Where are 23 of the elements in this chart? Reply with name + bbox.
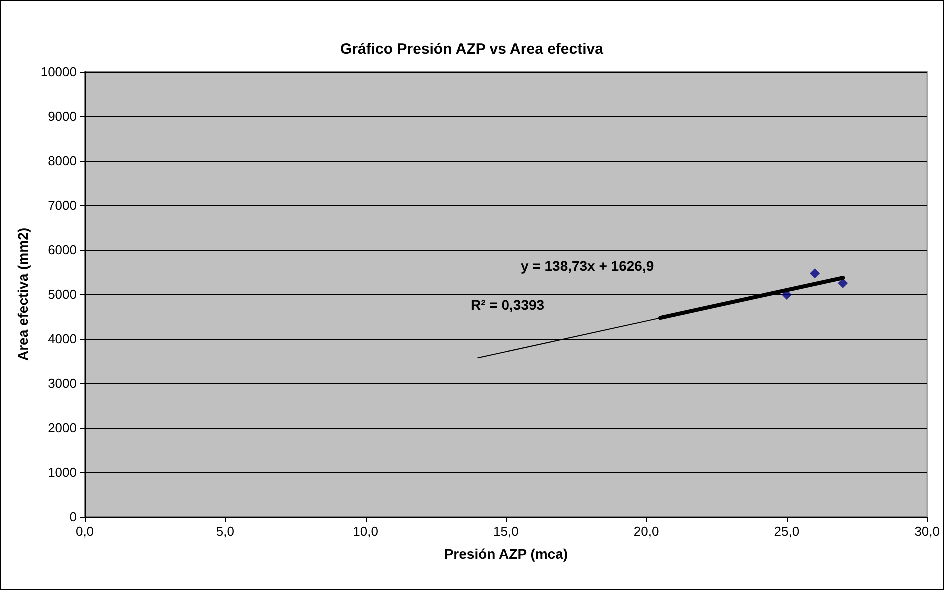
x-tick-label: 10,0 [353, 524, 378, 539]
y-tick-label: 3000 [48, 376, 77, 391]
chart-title: Gráfico Presión AZP vs Area efectiva [340, 41, 604, 58]
x-tick-label: 0,0 [76, 524, 94, 539]
y-tick-label: 1000 [48, 465, 77, 480]
y-tick-label: 7000 [48, 198, 77, 213]
y-tick-label: 6000 [48, 242, 77, 258]
x-tick-label: 25,0 [774, 524, 800, 539]
y-tick-label: 2000 [48, 420, 77, 436]
y-tick-label: 9000 [48, 109, 77, 124]
y-tick-label: 8000 [48, 154, 77, 168]
y-tick-label: 5000 [48, 287, 77, 302]
annotation: R² = 0,3393 [471, 297, 545, 313]
y-tick-label: 4000 [48, 332, 77, 346]
annotation: y = 138,73x + 1626,9 [521, 258, 654, 274]
y-tick-label: 10000 [40, 64, 77, 80]
x-tick-label: 30,0 [914, 524, 940, 539]
y-axis-title: Area efectiva (mm2) [14, 228, 31, 362]
x-tick-label: 5,0 [216, 524, 234, 539]
x-tick-label: 15,0 [494, 524, 519, 539]
x-axis-title: Presión AZP (mca) [444, 546, 568, 562]
x-tick-label: 20,0 [634, 524, 660, 539]
y-tick-label: 0 [70, 510, 77, 524]
